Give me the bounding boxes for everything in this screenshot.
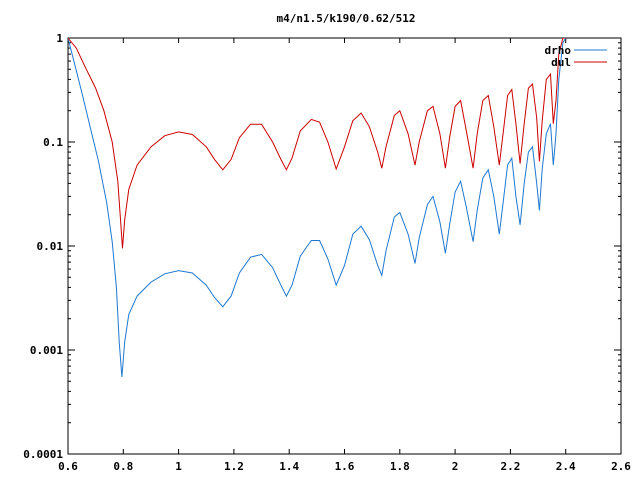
plot-border xyxy=(67,37,622,455)
x-tick-label: 2 xyxy=(452,460,459,473)
series-layer xyxy=(68,38,567,378)
x-tick-label: 1.8 xyxy=(390,460,410,473)
series-line-drho xyxy=(68,38,567,378)
x-axis: 0.6 0.8 1 1.2 1.4 1.6 1.8 2 2.2 2.4 2.6 xyxy=(58,38,631,473)
x-tick-label: 1.4 xyxy=(279,460,299,473)
y-tick-label: 0.001 xyxy=(30,344,63,357)
x-tick-label: 1 xyxy=(175,460,182,473)
chart-title: m4/n1.5/k190/0.62/512 xyxy=(276,12,415,25)
y-tick-label: 0.01 xyxy=(37,240,64,253)
x-tick-label: 2.6 xyxy=(611,460,631,473)
x-tick-label: 2.2 xyxy=(500,460,520,473)
x-tick-label: 0.6 xyxy=(58,460,78,473)
legend-label-dul: dul xyxy=(551,56,571,69)
y-tick-label: 0.1 xyxy=(43,136,63,149)
x-tick-label: 1.6 xyxy=(335,460,355,473)
series-line-dul xyxy=(68,38,566,249)
x-tick-label: 0.8 xyxy=(113,460,133,473)
y-axis: 0.0001 0.001 0.01 0.1 1 xyxy=(23,32,621,461)
legend-label-drho: drho xyxy=(545,44,572,57)
y-tick-label: 0.0001 xyxy=(23,448,63,461)
y-tick-label: 1 xyxy=(56,32,63,45)
x-tick-label: 1.2 xyxy=(224,460,244,473)
x-tick-label: 2.4 xyxy=(556,460,576,473)
